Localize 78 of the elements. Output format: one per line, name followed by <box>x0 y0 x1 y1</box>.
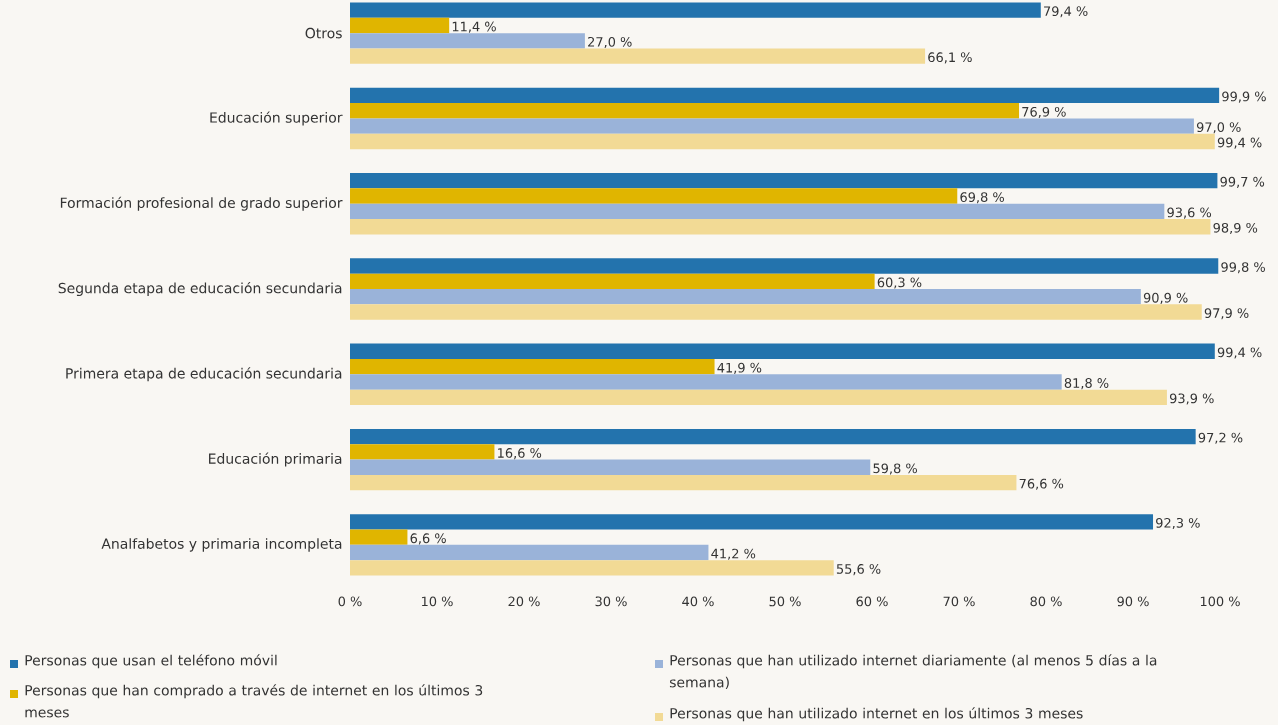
data-label: 16,6 % <box>498 448 542 460</box>
y-tick-label: Analfabetos y primaria incompleta <box>101 538 342 552</box>
bar <box>350 304 1202 320</box>
data-label: 76,9 % <box>1022 106 1066 119</box>
data-label: 6,6 % <box>410 533 446 545</box>
data-label: 98,9 % <box>1213 222 1258 234</box>
bar <box>350 219 1211 235</box>
data-label: 99,4 % <box>1217 347 1262 359</box>
data-label: 93,9 % <box>1169 393 1214 405</box>
data-label: 11,4 % <box>452 21 496 33</box>
data-label: 79,4 % <box>1044 6 1088 18</box>
bar <box>350 33 585 49</box>
x-tick-label: 80 % <box>1030 596 1062 607</box>
data-label: 97,0 % <box>1196 122 1241 134</box>
y-tick-label: Otros <box>305 27 342 39</box>
bar <box>350 289 1141 305</box>
data-label: 66,1 % <box>928 52 972 64</box>
data-label: 69,8 % <box>960 192 1004 204</box>
legend-label: Personas que han utilizado internet en los últimos 3 meses <box>670 707 1083 722</box>
data-label: 97,9 % <box>1204 308 1249 320</box>
data-label: 60,3 % <box>877 277 922 289</box>
bar <box>350 343 1215 359</box>
data-label: 97,2 % <box>1198 432 1243 444</box>
bar <box>350 173 1218 189</box>
x-tick-label: 40 % <box>682 596 714 607</box>
bar <box>350 529 408 545</box>
bar <box>350 87 1220 104</box>
x-tick-label: 30 % <box>595 596 627 607</box>
data-label: 93,6 % <box>1167 207 1212 219</box>
x-tick-label: 100 % <box>1200 596 1240 607</box>
x-tick-label: 60 % <box>856 596 888 607</box>
x-tick-label: 50 % <box>769 596 801 607</box>
data-label: 81,8 % <box>1064 378 1109 390</box>
bar <box>350 258 1219 274</box>
bar <box>350 17 450 34</box>
y-tick-label: Educación superior <box>210 111 343 126</box>
bar <box>350 103 1020 119</box>
data-label: 55,6 % <box>836 564 881 576</box>
data-label: 27,0 % <box>588 36 632 49</box>
data-label: 92,3 % <box>1156 518 1200 530</box>
legend-label: Personas que han utilizado internet diariamente (al menos 5 días a la semana) <box>669 654 1157 690</box>
y-tick-label: Educación primaria <box>209 452 342 467</box>
bar <box>350 48 926 64</box>
y-tick-label: Segunda etapa de educación secundaria <box>58 281 342 297</box>
data-label: 99,8 % <box>1221 262 1265 274</box>
bar <box>350 188 958 204</box>
data-label: 76,6 % <box>1019 478 1064 490</box>
legend-label: Personas que usan el teléfono móvil <box>25 654 277 669</box>
data-label: 99,7 % <box>1220 176 1265 188</box>
bar <box>350 133 1215 150</box>
bar <box>350 2 1041 18</box>
bar <box>350 444 495 460</box>
bar <box>350 273 875 290</box>
data-label: 59,8 % <box>873 463 917 475</box>
bar <box>350 514 1154 530</box>
bar <box>350 459 871 475</box>
x-tick-label: 90 % <box>1117 596 1149 607</box>
bar <box>350 544 709 561</box>
bar <box>350 203 1165 220</box>
data-label: 99,9 % <box>1222 91 1266 103</box>
bar <box>350 374 1062 390</box>
bar <box>350 118 1194 134</box>
x-tick-label: 10 % <box>421 596 453 607</box>
bar <box>350 474 1017 491</box>
x-tick-label: 70 % <box>943 596 975 607</box>
x-tick-label: 20 % <box>508 596 540 607</box>
data-label: 99,4 % <box>1217 137 1262 149</box>
bar <box>350 428 1196 445</box>
data-label: 90,9 % <box>1143 292 1188 304</box>
y-tick-label: Primera etapa de educación secundaria <box>66 367 342 382</box>
bar <box>350 560 834 576</box>
x-tick-label: 0 % <box>338 596 362 607</box>
legend-label: Personas que han comprado a través de internet en los últimos 3 meses <box>25 684 483 718</box>
y-tick-label: Formación profesional de grado superior <box>60 196 343 211</box>
bar <box>350 358 715 375</box>
bar <box>350 389 1167 405</box>
data-label: 41,9 % <box>717 362 762 374</box>
data-label: 41,2 % <box>711 548 756 560</box>
